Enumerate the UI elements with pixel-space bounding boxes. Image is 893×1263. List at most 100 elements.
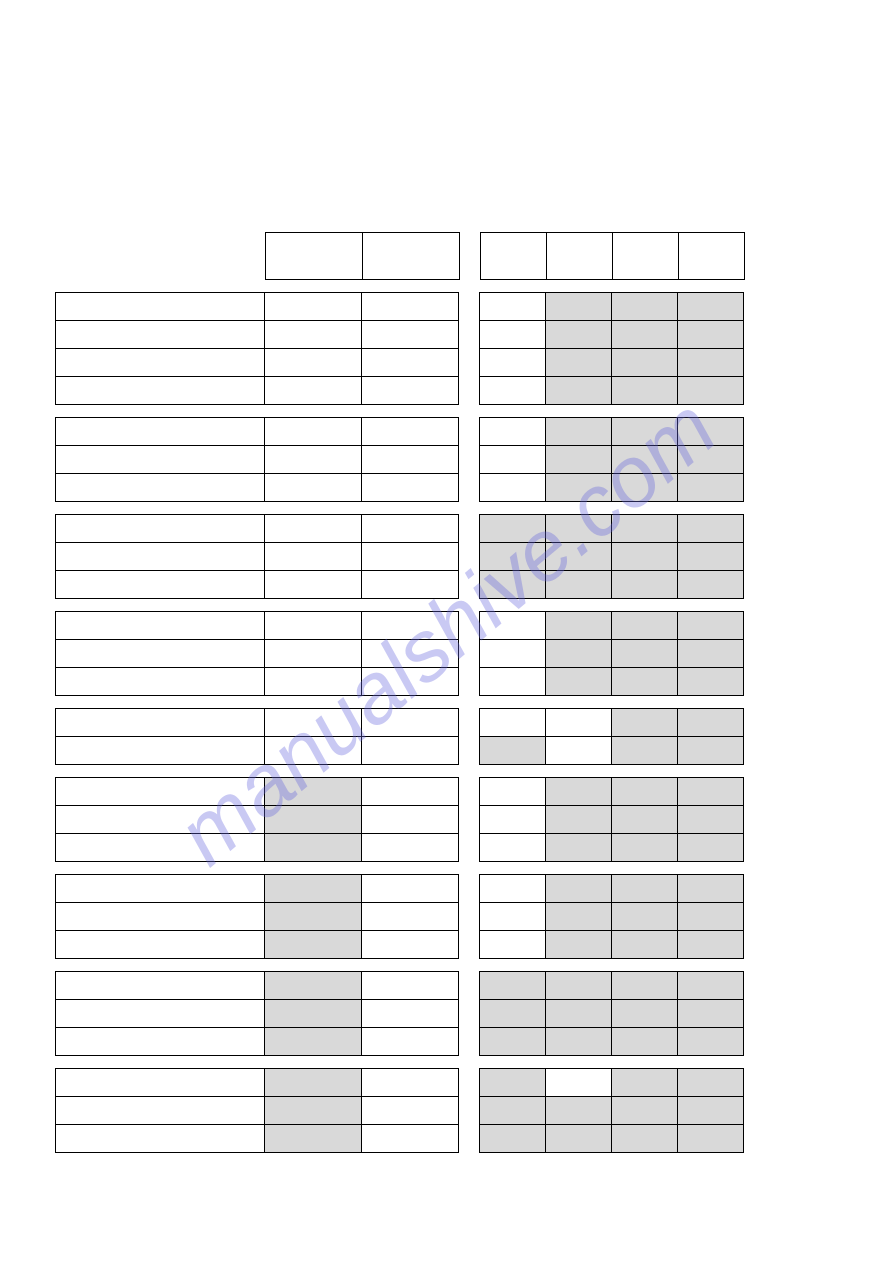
table-row: [55, 570, 837, 599]
table-cell: [545, 376, 612, 405]
table-cell: [611, 473, 678, 502]
table-cell: [479, 445, 546, 474]
table-cell: [479, 902, 546, 931]
table-cell: [264, 874, 362, 903]
group-spacer: [55, 959, 837, 971]
table-cell: [545, 611, 612, 640]
table-cell: [611, 542, 678, 571]
table-cell: [545, 570, 612, 599]
table-cell: [479, 1124, 546, 1153]
group-spacer: [55, 599, 837, 611]
table-cell: [479, 514, 546, 543]
table-cell: [55, 611, 265, 640]
table-cell: [545, 930, 612, 959]
table-cell: [677, 445, 744, 474]
table-row: [55, 1068, 837, 1097]
table-cell: [677, 833, 744, 862]
table-row: [55, 1096, 837, 1125]
table-cell: [55, 874, 265, 903]
table-cell: [611, 777, 678, 806]
table-cell: [264, 639, 362, 668]
table-cell: [677, 514, 744, 543]
table-cell: [55, 708, 265, 737]
label-cell-empty: [55, 232, 265, 280]
table-cell: [479, 667, 546, 696]
table-cell: [677, 611, 744, 640]
table-cell: [55, 570, 265, 599]
table-cell: [611, 445, 678, 474]
table-cell: [611, 348, 678, 377]
table-cell: [479, 805, 546, 834]
column-gap: [459, 736, 479, 765]
table-cell: [55, 1027, 265, 1056]
table-cell: [677, 292, 744, 321]
table-cell: [361, 611, 459, 640]
table-cell: [264, 611, 362, 640]
column-gap: [459, 473, 479, 502]
table-cell: [361, 1096, 459, 1125]
table-row: [55, 348, 837, 377]
group-spacer: [55, 696, 837, 708]
table-cell: [361, 570, 459, 599]
table-cell: [361, 320, 459, 349]
table-cell: [264, 542, 362, 571]
group-spacer: [55, 1056, 837, 1068]
table-cell: [264, 736, 362, 765]
group-spacer: [55, 502, 837, 514]
table-cell: [361, 542, 459, 571]
table-cell: [611, 667, 678, 696]
table-cell: [361, 445, 459, 474]
table-cell: [264, 833, 362, 862]
table-cell: [545, 902, 612, 931]
table-cell: [677, 777, 744, 806]
table-cell: [611, 611, 678, 640]
table-cell: [55, 930, 265, 959]
table-cell: [264, 1124, 362, 1153]
table-cell: [361, 348, 459, 377]
column-gap: [459, 874, 479, 903]
column-gap: [460, 232, 480, 280]
table-cell: [611, 971, 678, 1000]
table-row: [55, 667, 837, 696]
table-cell: [55, 736, 265, 765]
table-cell: [545, 805, 612, 834]
column-gap: [459, 542, 479, 571]
table-row: [55, 542, 837, 571]
table-cell: [677, 930, 744, 959]
table-cell: [611, 1124, 678, 1153]
table-cell: [55, 445, 265, 474]
table-row: [55, 639, 837, 668]
table-cell: [361, 376, 459, 405]
table-cell: [545, 445, 612, 474]
table-cell: [677, 708, 744, 737]
column-gap: [459, 902, 479, 931]
table-cell: [264, 971, 362, 1000]
table-cell: [545, 874, 612, 903]
table-cell: [479, 376, 546, 405]
table-cell: [611, 292, 678, 321]
table-cell: [479, 1068, 546, 1097]
table-cell: [677, 376, 744, 405]
table-cell: [677, 570, 744, 599]
table-row: [55, 930, 837, 959]
table-cell: [264, 417, 362, 446]
table-cell: [545, 320, 612, 349]
table-cell: [55, 667, 265, 696]
table-cell: [677, 1124, 744, 1153]
table-cell: [264, 902, 362, 931]
table-cell: [545, 777, 612, 806]
table-cell: [264, 1027, 362, 1056]
table-container: [55, 232, 837, 1165]
table-cell: [55, 999, 265, 1028]
column-gap: [459, 1096, 479, 1125]
table-cell: [677, 542, 744, 571]
column-gap: [459, 570, 479, 599]
table-cell: [545, 1068, 612, 1097]
table-cell: [264, 292, 362, 321]
table-cell: [361, 874, 459, 903]
page: manualshive.com: [0, 0, 893, 1263]
table-cell: [479, 1096, 546, 1125]
table-cell: [479, 417, 546, 446]
table-cell: [677, 874, 744, 903]
table-row: [55, 376, 837, 405]
